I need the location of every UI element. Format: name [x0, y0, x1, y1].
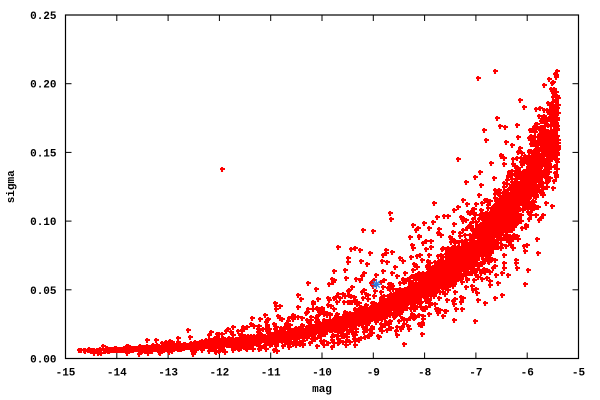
svg-text:-7: -7 [469, 368, 482, 380]
svg-text:0.25: 0.25 [30, 11, 57, 23]
svg-text:0.05: 0.05 [30, 286, 57, 298]
svg-text:-11: -11 [261, 368, 281, 380]
svg-text:-5: -5 [572, 368, 586, 380]
svg-text:-9: -9 [367, 368, 380, 380]
svg-text:-13: -13 [158, 368, 178, 380]
svg-text:-15: -15 [56, 368, 76, 380]
svg-text:0.00: 0.00 [30, 355, 56, 367]
svg-text:0.10: 0.10 [30, 217, 56, 229]
svg-text:0.15: 0.15 [30, 148, 57, 160]
svg-text:sigma: sigma [6, 170, 18, 203]
svg-text:0.20: 0.20 [30, 80, 56, 92]
svg-text:mag: mag [312, 384, 332, 396]
svg-text:-6: -6 [521, 368, 534, 380]
svg-text:-8: -8 [418, 368, 432, 380]
svg-text:-12: -12 [209, 368, 229, 380]
svg-text:-10: -10 [312, 368, 332, 380]
svg-text:-14: -14 [107, 368, 127, 380]
